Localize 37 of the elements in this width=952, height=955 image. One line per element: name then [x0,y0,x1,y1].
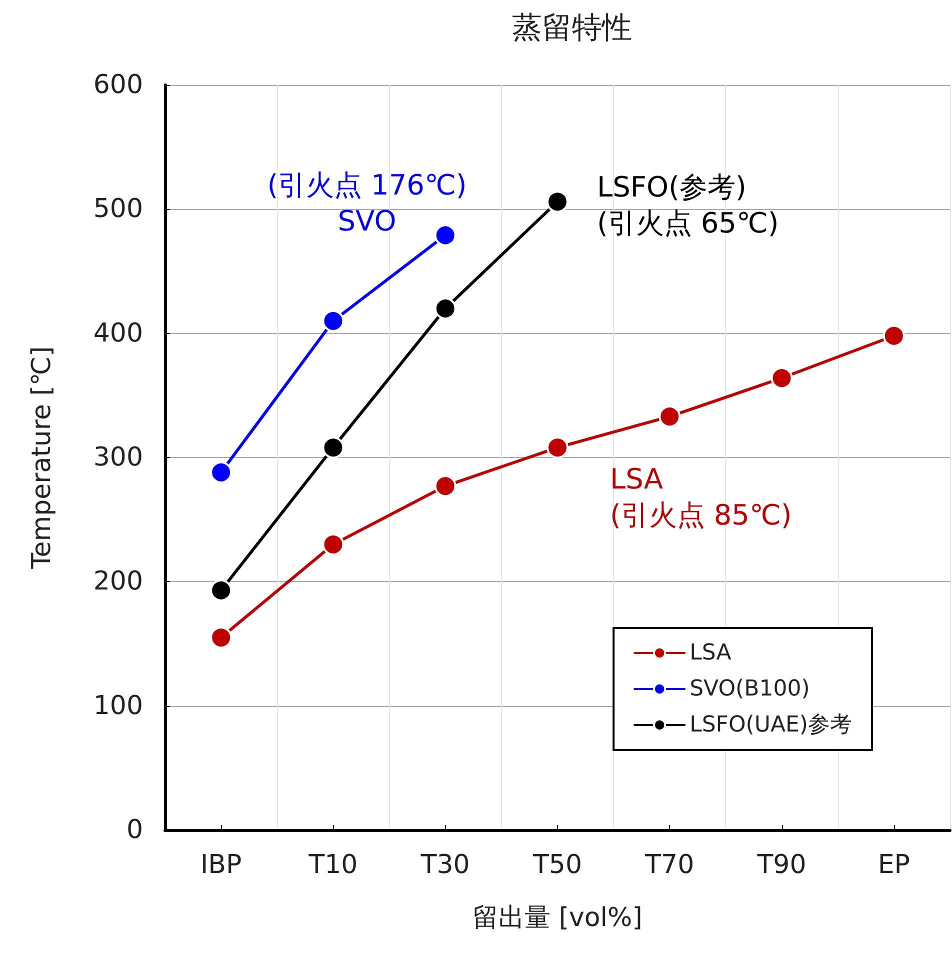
point [322,436,344,459]
y-tick-label: 500 [93,194,143,224]
x-tick-label: EP [878,850,910,880]
y-tick-label: 300 [93,442,143,472]
annotation: LSFO(参考) (引火点 65℃) [597,170,779,240]
y-tick-label: 0 [126,815,143,845]
point [322,310,344,332]
x-tick-label: T90 [756,850,806,880]
y-axis-title: Temperature [℃] [27,346,57,570]
legend-label: LSA [690,640,732,666]
y-tick-label: 400 [93,318,143,348]
x-tick-label: T70 [644,850,694,880]
point [770,367,793,390]
point [434,224,456,246]
point [322,533,344,556]
legend-label: SVO(B100) [690,676,810,702]
point [882,324,905,347]
y-tick-label: 100 [93,690,143,721]
point [434,298,456,320]
point [546,190,568,213]
x-tick-label: T10 [308,850,358,880]
x-tick-label: T30 [420,850,470,880]
x-axis-title: 留出量 [vol%] [472,903,642,933]
point [210,626,232,649]
x-tick-label: T50 [532,850,582,880]
annotation: (引火点 176℃) SVO [267,168,467,238]
point [210,461,232,484]
legend-label: LSFO(UAE)参考 [690,712,852,738]
chart-title: 蒸留特性 [512,10,632,46]
y-tick-label: 600 [93,70,143,100]
point [546,436,568,459]
point [658,406,681,428]
point [434,475,456,498]
point [210,579,232,602]
y-tick-label: 200 [93,566,143,597]
annotation: LSA (引火点 85℃) [610,462,792,532]
x-tick-label: IBP [200,850,242,880]
